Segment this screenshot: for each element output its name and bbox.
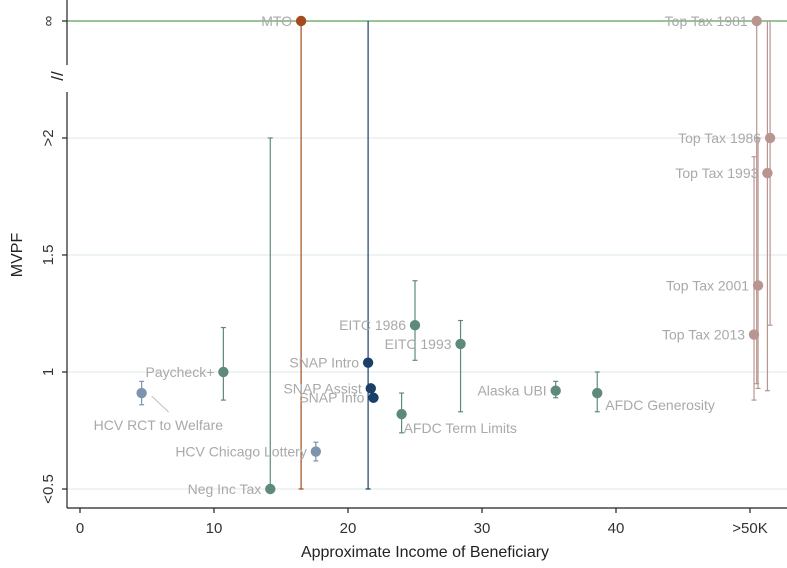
y-tick-label: ∞ [40, 15, 57, 26]
point-label: HCV Chicago Lottery [175, 444, 307, 460]
data-point [310, 446, 322, 457]
data-point [409, 320, 421, 331]
data-point [295, 15, 307, 27]
y-tick-label: 1.5 [40, 245, 57, 266]
point-label: AFDC Generosity [605, 397, 715, 413]
x-tick-label: 10 [206, 520, 223, 537]
point-label: SNAP Assist [283, 380, 361, 396]
point-label: Top Tax 2001 [666, 277, 749, 293]
point-label: AFDC Term Limits [404, 420, 517, 436]
data-point [455, 338, 466, 350]
data-point [762, 167, 773, 179]
gridlines [67, 137, 787, 490]
label-leader-line [151, 395, 169, 413]
y-axis-title: MVPF [9, 233, 26, 278]
data-point [136, 387, 147, 399]
data-points [136, 15, 776, 495]
point-label: SNAP Info [299, 390, 364, 406]
data-point [265, 483, 276, 495]
point-label: Top Tax 1981 [665, 13, 748, 29]
point-label: Top Tax 1993 [675, 165, 758, 181]
data-point [362, 357, 374, 368]
data-point [751, 15, 762, 27]
point-label: EITC 1986 [339, 317, 406, 333]
x-tick-label: 30 [474, 520, 491, 537]
y-tick-label: <0.5 [40, 474, 57, 504]
data-point [764, 132, 776, 144]
data-point [218, 366, 229, 378]
data-point [752, 280, 764, 291]
point-label: Top Tax 1986 [678, 130, 761, 146]
data-point [396, 408, 407, 420]
point-label: Top Tax 2013 [662, 327, 745, 343]
data-point [550, 385, 561, 396]
data-point [748, 329, 760, 340]
x-tick-label: 0 [76, 520, 84, 537]
y-tick-label: >2 [40, 129, 57, 146]
point-label: Paycheck+ [146, 364, 215, 380]
point-label: HCV RCT to Welfare [94, 417, 224, 433]
point-label: Alaska UBI [477, 383, 546, 399]
point-label: SNAP Intro [289, 355, 359, 371]
point-label: EITC 1993 [385, 336, 452, 352]
point-label: MTO [261, 13, 292, 29]
point-label: Neg Inc Tax [188, 481, 262, 497]
axes: // <0.5 1 1.5 >2 ∞ 0 10 20 30 40 >50K [40, 0, 787, 537]
data-point [592, 387, 603, 399]
y-tick-label: 1 [40, 368, 57, 376]
data-point [368, 392, 379, 403]
x-axis-title: Approximate Income of Beneficiary [301, 544, 549, 561]
x-tick-label: >50K [732, 520, 767, 537]
point-labels: MTO Top Tax 1981 Top Tax 1986 Top Tax 1993 T… [94, 13, 762, 497]
y-axis-break-mark: // [48, 71, 67, 81]
data-point [365, 383, 376, 394]
x-tick-label: 20 [340, 520, 357, 537]
x-tick-label: 40 [608, 520, 625, 537]
